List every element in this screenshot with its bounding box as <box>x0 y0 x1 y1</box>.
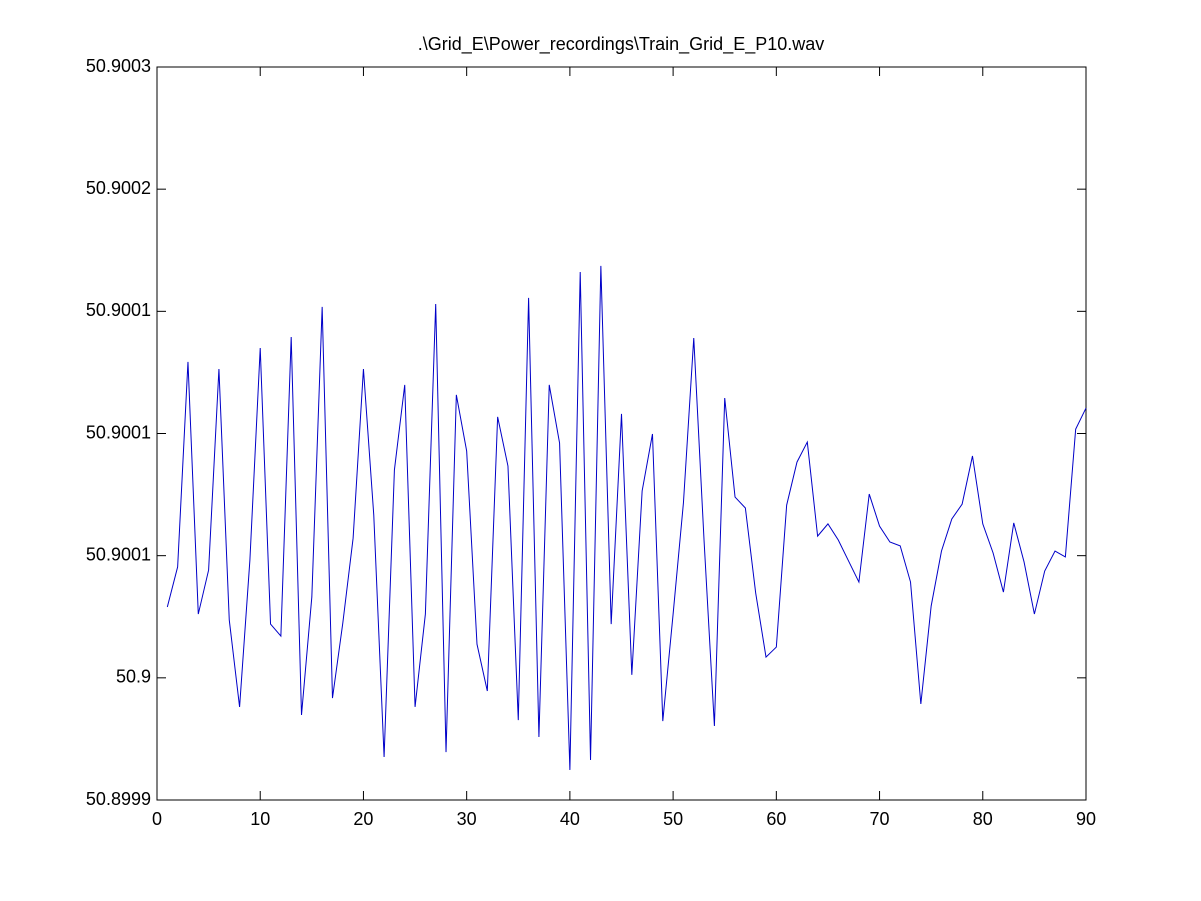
x-tick-label: 20 <box>353 809 373 829</box>
y-tick-label: 50.9001 <box>86 300 151 320</box>
y-tick-label: 50.9001 <box>86 544 151 564</box>
data-line <box>166 265 1087 770</box>
y-tick-label: 50.8999 <box>86 789 151 809</box>
x-tick-label: 90 <box>1076 809 1096 829</box>
y-tick-label: 50.9 <box>116 667 151 687</box>
x-tick-label: 70 <box>870 809 890 829</box>
y-tick-label: 50.9002 <box>86 178 151 198</box>
y-tick-label: 50.9003 <box>86 56 151 76</box>
plot-box <box>156 66 1087 801</box>
x-tick-label: 10 <box>250 809 270 829</box>
x-tick-label: 40 <box>560 809 580 829</box>
x-tick-label: 0 <box>152 809 162 829</box>
x-tick-label: 60 <box>766 809 786 829</box>
x-tick-label: 30 <box>457 809 477 829</box>
x-tick-label: 80 <box>973 809 993 829</box>
y-tick-label: 50.9001 <box>86 422 151 442</box>
x-tick-label: 50 <box>663 809 683 829</box>
chart-title: .\Grid_E\Power_recordings\Train_Grid_E_P… <box>418 34 825 55</box>
